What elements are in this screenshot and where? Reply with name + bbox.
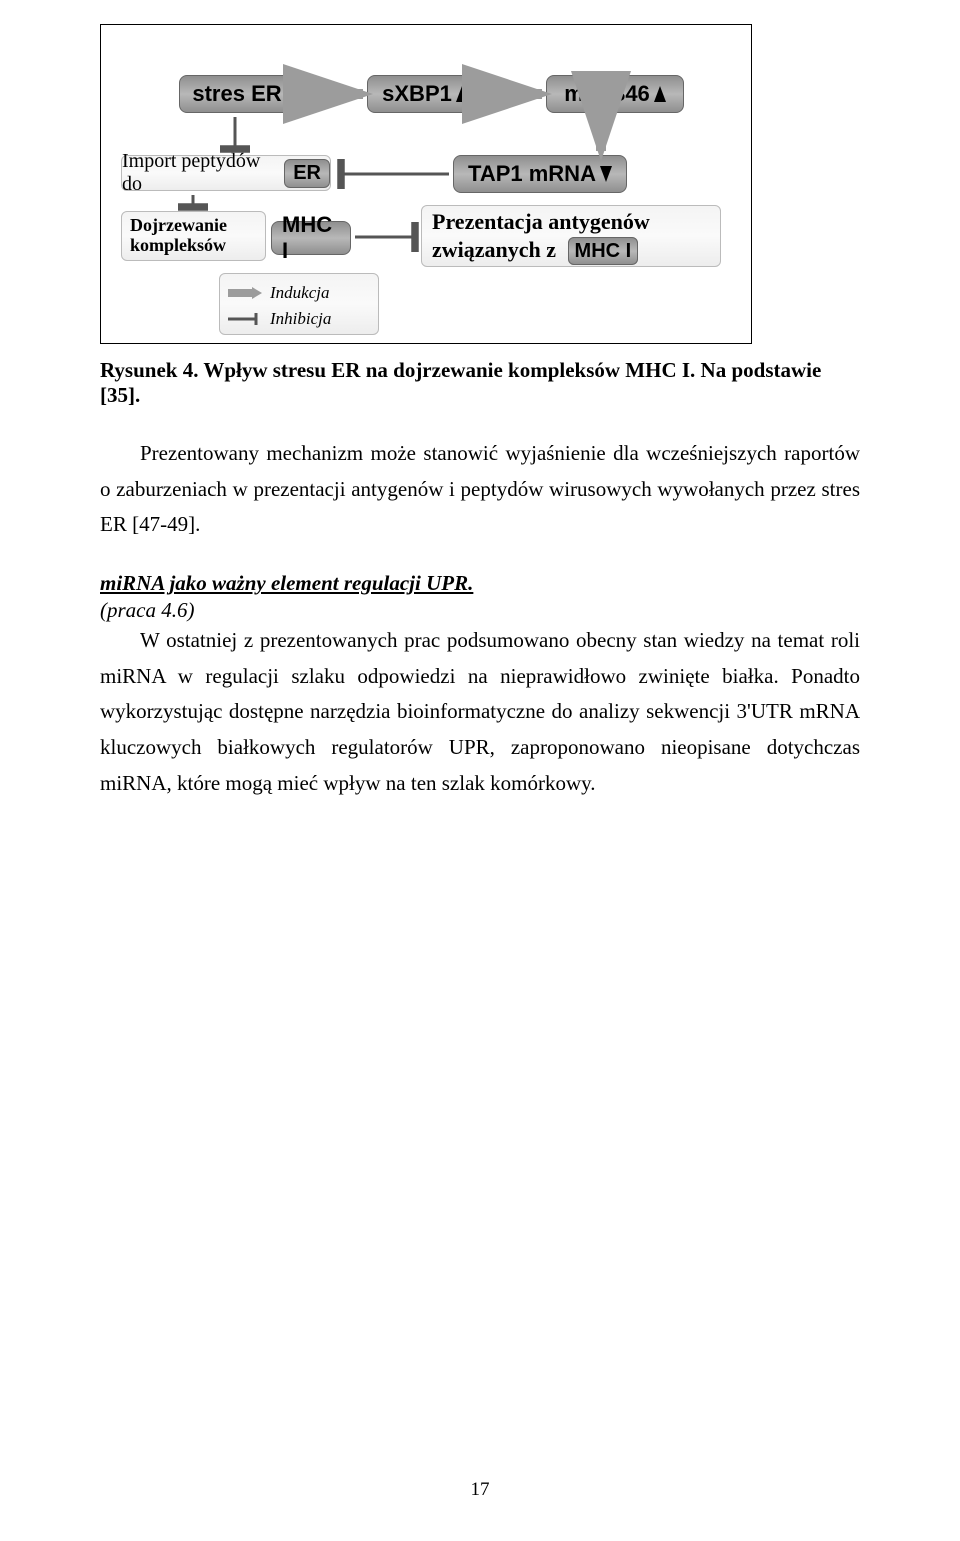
praca-ref: (praca 4.6)	[100, 598, 860, 623]
node-prez-line1: Prezentacja antygenów	[432, 209, 650, 234]
para1-text: Prezentowany mechanizm może stanowić wyj…	[100, 436, 860, 543]
node-mir346: miR-346	[546, 75, 684, 113]
node-mhc1: MHC I	[271, 221, 351, 255]
node-dojrzewanie: Dojrzewaniekompleksów	[121, 211, 266, 261]
up-arrow-icon	[456, 86, 468, 102]
node-sxbp1-label: sXBP1	[382, 81, 452, 107]
up-arrow-icon	[654, 86, 666, 102]
page-number: 17	[0, 1479, 960, 1501]
induction-arrow-icon	[228, 286, 262, 300]
mhc1-inline-badge: MHC I	[568, 237, 639, 265]
figure-frame: stres ER sXBP1 miR-346 Import peptydów d…	[100, 24, 752, 344]
para2-text: W ostatniej z prezentowanych prac podsum…	[100, 623, 860, 801]
body-paragraph-1: Prezentowany mechanizm może stanowić wyj…	[100, 436, 860, 543]
node-prezentacja: Prezentacja antygenów związanych z MHC I	[421, 205, 721, 267]
node-mir346-label: miR-346	[564, 81, 650, 107]
node-import-peptydow: Import peptydów do ER	[121, 155, 331, 191]
node-import-label: Import peptydów do	[122, 150, 278, 196]
inhibition-bar-icon	[228, 312, 262, 326]
legend-inhibicja-label: Inhibicja	[270, 309, 331, 329]
node-tap1-label: TAP1 mRNA	[468, 161, 596, 187]
legend-indukcja-label: Indukcja	[270, 283, 329, 303]
figure-caption: Rysunek 4. Wpływ stresu ER na dojrzewani…	[100, 358, 860, 408]
figure-legend: Indukcja Inhibicja	[219, 273, 379, 335]
section-heading: miRNA jako ważny element regulacji UPR.	[100, 571, 860, 596]
node-sxbp1: sXBP1	[367, 75, 483, 113]
legend-row-inhibicja: Inhibicja	[228, 306, 370, 332]
legend-row-indukcja: Indukcja	[228, 280, 370, 306]
body-paragraph-2: W ostatniej z prezentowanych prac podsum…	[100, 623, 860, 801]
down-arrow-icon	[600, 166, 612, 182]
node-prez-line2: związanych z	[432, 237, 556, 262]
er-inline-badge: ER	[284, 159, 330, 188]
node-stres-er: stres ER	[179, 75, 295, 113]
node-tap1-mrna: TAP1 mRNA	[453, 155, 627, 193]
